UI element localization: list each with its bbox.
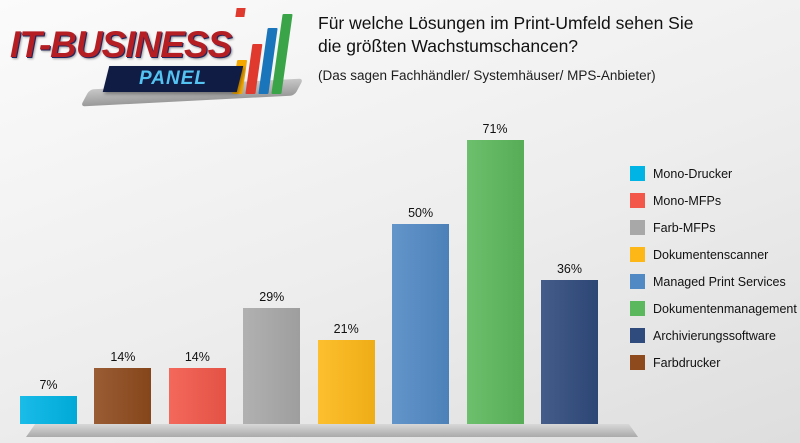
bar-farb-mfps: 29% [243, 290, 301, 424]
legend-label: Farb-MFPs [653, 220, 716, 235]
bar-archivierungssoftware: 36% [540, 262, 598, 424]
legend-item-dokumentenmanagement: Dokumentenmanagement [630, 301, 798, 316]
bar-value-label: 50% [408, 206, 434, 220]
bar-rect [540, 280, 598, 424]
bar-value-label: 14% [184, 350, 210, 364]
bar-value-label: 14% [110, 350, 136, 364]
legend-label: Dokumentenscanner [653, 247, 769, 262]
chart-subtitle: (Das sagen Fachhändler/ Systemhäuser/ MP… [318, 68, 656, 84]
legend-item-archivierungssoftware: Archivierungssoftware [630, 328, 798, 343]
legend-item-mono-mfps: Mono-MFPs [630, 193, 798, 208]
chart-title-line2: die größten Wachstumschancen? [318, 36, 579, 57]
bar-rect [317, 340, 375, 424]
bar-mono-mfps: 14% [168, 350, 226, 424]
header: IT-BUSINESS PANEL Für welche Lösungen im… [0, 0, 800, 110]
bar-rect [243, 308, 301, 424]
legend-swatch [630, 328, 645, 343]
legend-label: Farbdrucker [653, 355, 721, 370]
legend-swatch [630, 220, 645, 235]
legend-label: Mono-MFPs [653, 193, 722, 208]
legend-swatch [630, 355, 645, 370]
bar-rect [466, 140, 524, 424]
legend-item-farbdrucker: Farbdrucker [630, 355, 798, 370]
legend-swatch [630, 274, 645, 289]
bar-dokumentenscanner: 21% [317, 322, 375, 424]
logo-wordmark: IT-BUSINESS [10, 24, 232, 65]
bar-mono-drucker: 7% [20, 378, 77, 424]
bar-value-label: 71% [482, 122, 508, 136]
bar-chart: 7% 14% 14% 29% 21% 50% 71% 36% [20, 0, 638, 443]
chart-title: Für welche Lösungen im Print-Umfeld sehe… [318, 12, 790, 58]
it-business-panel-logo: IT-BUSINESS PANEL [8, 6, 308, 107]
legend-item-managed-print-services: Managed Print Services [630, 274, 798, 289]
title-block: Für welche Lösungen im Print-Umfeld sehe… [318, 12, 790, 83]
legend-swatch [630, 193, 645, 208]
bar-value-label: 36% [556, 262, 582, 276]
legend-swatch [630, 166, 645, 181]
bar-dokumentenmanagement: 71% [466, 122, 524, 424]
bar-rect [20, 396, 77, 424]
legend-swatch [630, 301, 645, 316]
bar-rect [94, 368, 152, 424]
legend-label: Mono-Drucker [653, 166, 733, 181]
bar-rect [168, 368, 226, 424]
bars-area: 7% 14% 14% 29% 21% 50% 71% 36% [20, 122, 598, 424]
bar-value-label: 7% [39, 378, 58, 392]
legend-label: Archivierungssoftware [653, 328, 776, 343]
bar-farbdrucker: 14% [94, 350, 152, 424]
legend-item-mono-drucker: Mono-Drucker [630, 166, 798, 181]
bar-managed-print-services: 50% [392, 206, 450, 424]
chart-baseline [26, 424, 638, 437]
legend-swatch [630, 247, 645, 262]
bar-value-label: 29% [259, 290, 285, 304]
legend-label: Managed Print Services [653, 274, 786, 289]
legend-item-farb-mfps: Farb-MFPs [630, 220, 798, 235]
legend-item-dokumentenscanner: Dokumentenscanner [630, 247, 798, 262]
bar-rect [392, 224, 450, 424]
legend-label: Dokumentenmanagement [653, 301, 797, 316]
bar-value-label: 21% [333, 322, 359, 336]
chart-title-line1: Für welche Lösungen im Print-Umfeld sehe… [318, 13, 694, 33]
legend: Mono-Drucker Mono-MFPs Farb-MFPs Dokumenten… [630, 166, 798, 382]
